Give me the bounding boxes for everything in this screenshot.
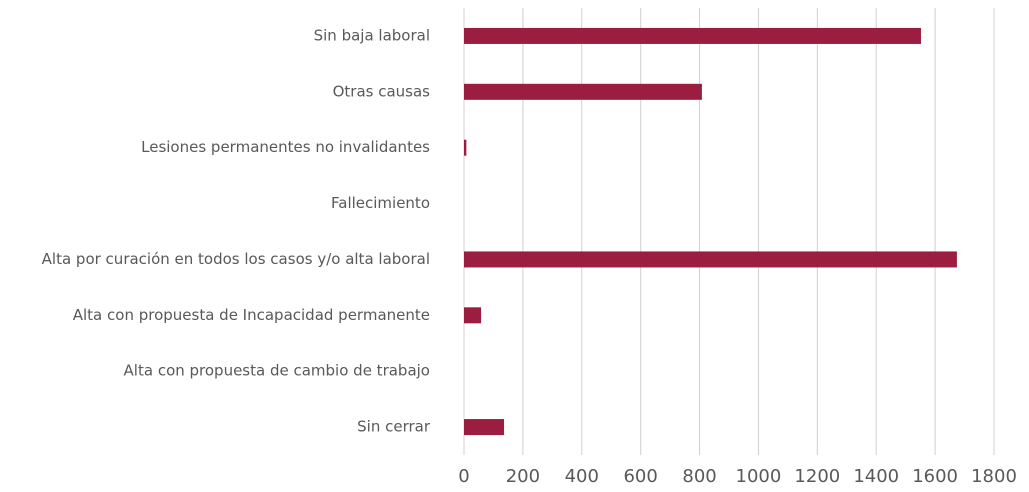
y-tick-label: Sin baja laboral	[314, 26, 430, 44]
y-tick-label: Otras causas	[333, 82, 431, 100]
x-tick-label: 200	[506, 466, 540, 487]
bar	[464, 83, 702, 100]
x-tick-label: 400	[565, 466, 599, 487]
y-tick-label: Sin cerrar	[357, 418, 431, 436]
bar	[464, 419, 505, 436]
x-tick-label: 1600	[912, 466, 958, 487]
x-tick-label: 1400	[853, 466, 899, 487]
y-tick-label: Alta con propuesta de Incapacidad perman…	[73, 306, 430, 324]
bar	[464, 307, 482, 324]
y-tick-label: Alta por curación en todos los casos y/o…	[42, 250, 430, 268]
x-tick-label: 800	[682, 466, 716, 487]
x-tick-label: 1200	[794, 466, 840, 487]
bar	[464, 27, 921, 44]
bar	[464, 251, 957, 268]
x-tick-label: 1000	[736, 466, 782, 487]
y-tick-label: Lesiones permanentes no invalidantes	[141, 138, 430, 156]
bar	[464, 139, 467, 156]
x-tick-label: 600	[623, 466, 657, 487]
y-tick-label: Fallecimiento	[331, 194, 430, 212]
y-tick-label: Alta con propuesta de cambio de trabajo	[124, 362, 430, 380]
x-tick-label: 1800	[971, 466, 1017, 487]
x-tick-label: 0	[458, 466, 469, 487]
